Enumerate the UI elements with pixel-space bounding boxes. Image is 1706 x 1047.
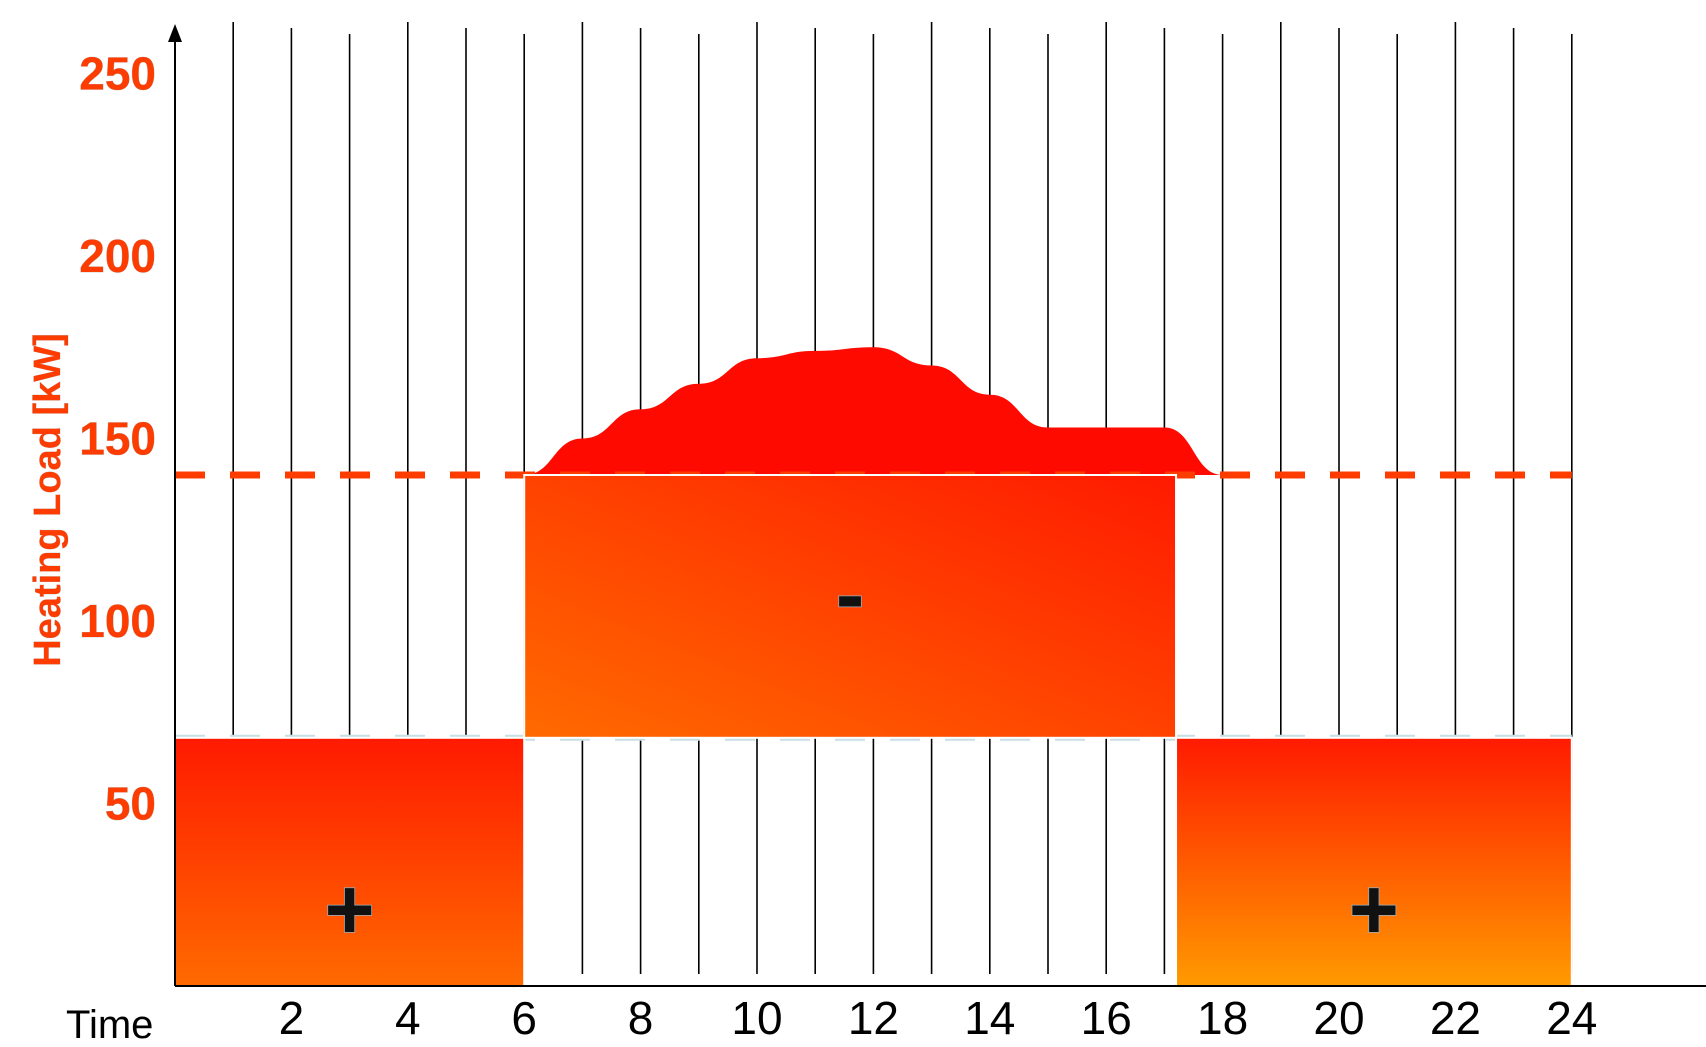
x-tick-label: 4	[395, 992, 421, 1044]
block-sign: -	[836, 547, 865, 643]
load-blocks: + - +	[174, 474, 1573, 987]
block-sign: +	[324, 862, 374, 958]
y-tick-label: 150	[79, 413, 156, 465]
x-tick-label: 10	[731, 992, 782, 1044]
y-tick-label: 250	[79, 48, 156, 100]
x-tick-label: 12	[848, 992, 899, 1044]
x-tick-labels: 2 4 6 8 10 12 14 16 18 20 22 24	[279, 992, 1598, 1044]
x-axis-label: Time	[66, 1003, 153, 1047]
block-sign: +	[1349, 862, 1399, 958]
load-block	[174, 736, 526, 987]
x-tick-label: 2	[279, 992, 305, 1044]
x-tick-label: 14	[964, 992, 1015, 1044]
x-tick-label: 22	[1430, 992, 1481, 1044]
x-tick-label: 24	[1546, 992, 1597, 1044]
x-tick-label: 20	[1313, 992, 1364, 1044]
load-block	[523, 474, 1178, 739]
load-block	[1175, 736, 1573, 987]
y-tick-label: 200	[79, 230, 156, 282]
y-tick-labels: 50 100 150 200 250	[79, 47, 156, 830]
axes	[168, 24, 1706, 987]
y-axis-arrow	[168, 24, 182, 42]
y-tick-label: 100	[79, 595, 156, 647]
x-tick-label: 8	[628, 992, 654, 1044]
y-axis-label: Heating Load [kW]	[27, 333, 69, 667]
x-tick-label: 18	[1197, 992, 1248, 1044]
load-profile-area	[524, 347, 1223, 475]
load-profile	[524, 347, 1223, 475]
x-tick-label: 16	[1081, 992, 1132, 1044]
y-tick-label: 50	[105, 778, 156, 830]
x-tick-label: 6	[511, 992, 537, 1044]
